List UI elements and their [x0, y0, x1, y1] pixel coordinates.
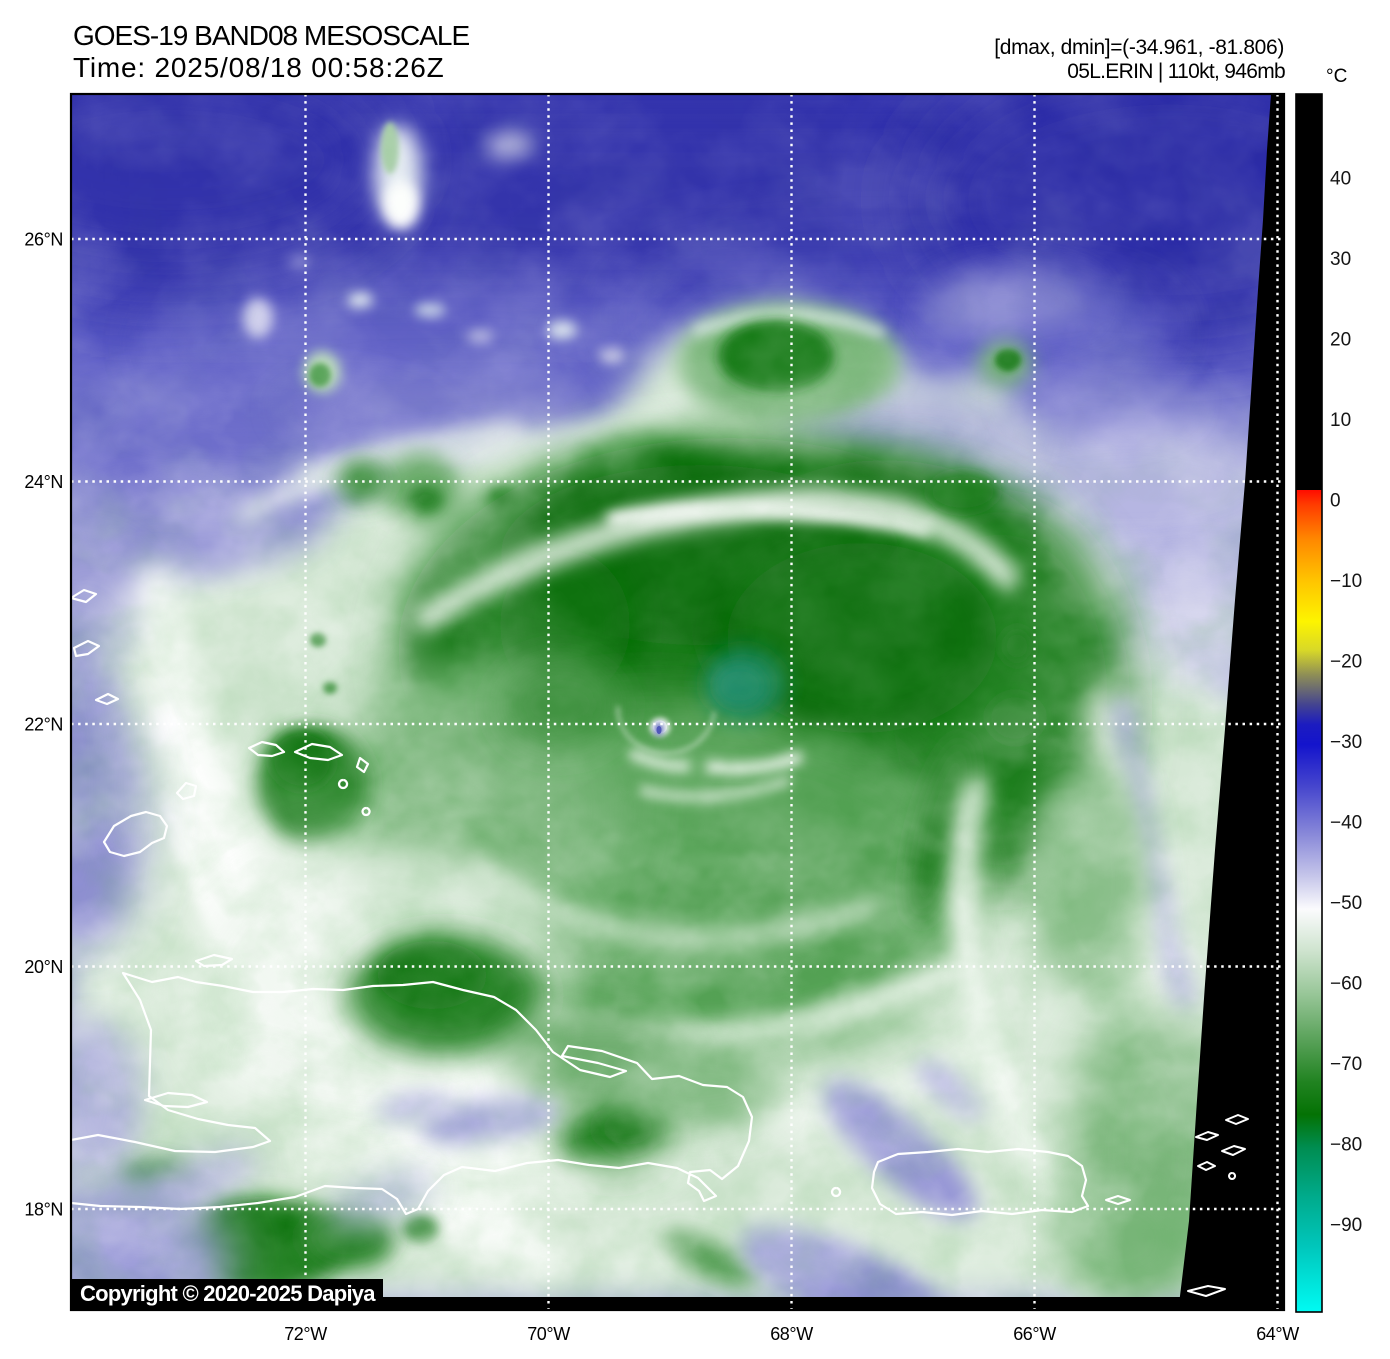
svg-text:Copyright © 2020-2025 Dapiya: Copyright © 2020-2025 Dapiya [80, 1281, 376, 1306]
svg-text:64°W: 64°W [1256, 1324, 1299, 1344]
svg-text:40: 40 [1330, 169, 1351, 190]
svg-text:10: 10 [1330, 410, 1351, 431]
svg-text:−10: −10 [1330, 571, 1362, 592]
svg-text:GOES-19 BAND08 MESOSCALE: GOES-19 BAND08 MESOSCALE [73, 20, 469, 51]
svg-text:−40: −40 [1330, 813, 1362, 834]
svg-text:0: 0 [1330, 491, 1341, 512]
svg-text:Time: 2025/08/18 00:58:26Z: Time: 2025/08/18 00:58:26Z [73, 52, 445, 83]
svg-text:−50: −50 [1330, 893, 1362, 914]
svg-text:68°W: 68°W [770, 1324, 813, 1344]
svg-text:−20: −20 [1330, 652, 1362, 673]
svg-text:−90: −90 [1330, 1215, 1362, 1236]
svg-text:22°N: 22°N [24, 715, 63, 735]
svg-text:72°W: 72°W [284, 1324, 327, 1344]
svg-text:−60: −60 [1330, 974, 1362, 995]
svg-text:26°N: 26°N [24, 230, 63, 250]
svg-text:[dmax, dmin]=(-34.961, -81.806: [dmax, dmin]=(-34.961, -81.806) [994, 36, 1284, 59]
svg-text:20°N: 20°N [24, 957, 63, 977]
svg-text:05L.ERIN | 110kt, 946mb: 05L.ERIN | 110kt, 946mb [1067, 60, 1285, 83]
svg-text:20: 20 [1330, 330, 1351, 351]
svg-text:°C: °C [1326, 66, 1347, 87]
svg-text:24°N: 24°N [24, 472, 63, 492]
svg-text:−80: −80 [1330, 1135, 1362, 1156]
svg-text:18°N: 18°N [24, 1200, 63, 1220]
svg-text:66°W: 66°W [1013, 1324, 1056, 1344]
svg-text:70°W: 70°W [527, 1324, 570, 1344]
svg-text:−70: −70 [1330, 1054, 1362, 1075]
svg-text:−30: −30 [1330, 732, 1362, 753]
svg-text:30: 30 [1330, 249, 1351, 270]
